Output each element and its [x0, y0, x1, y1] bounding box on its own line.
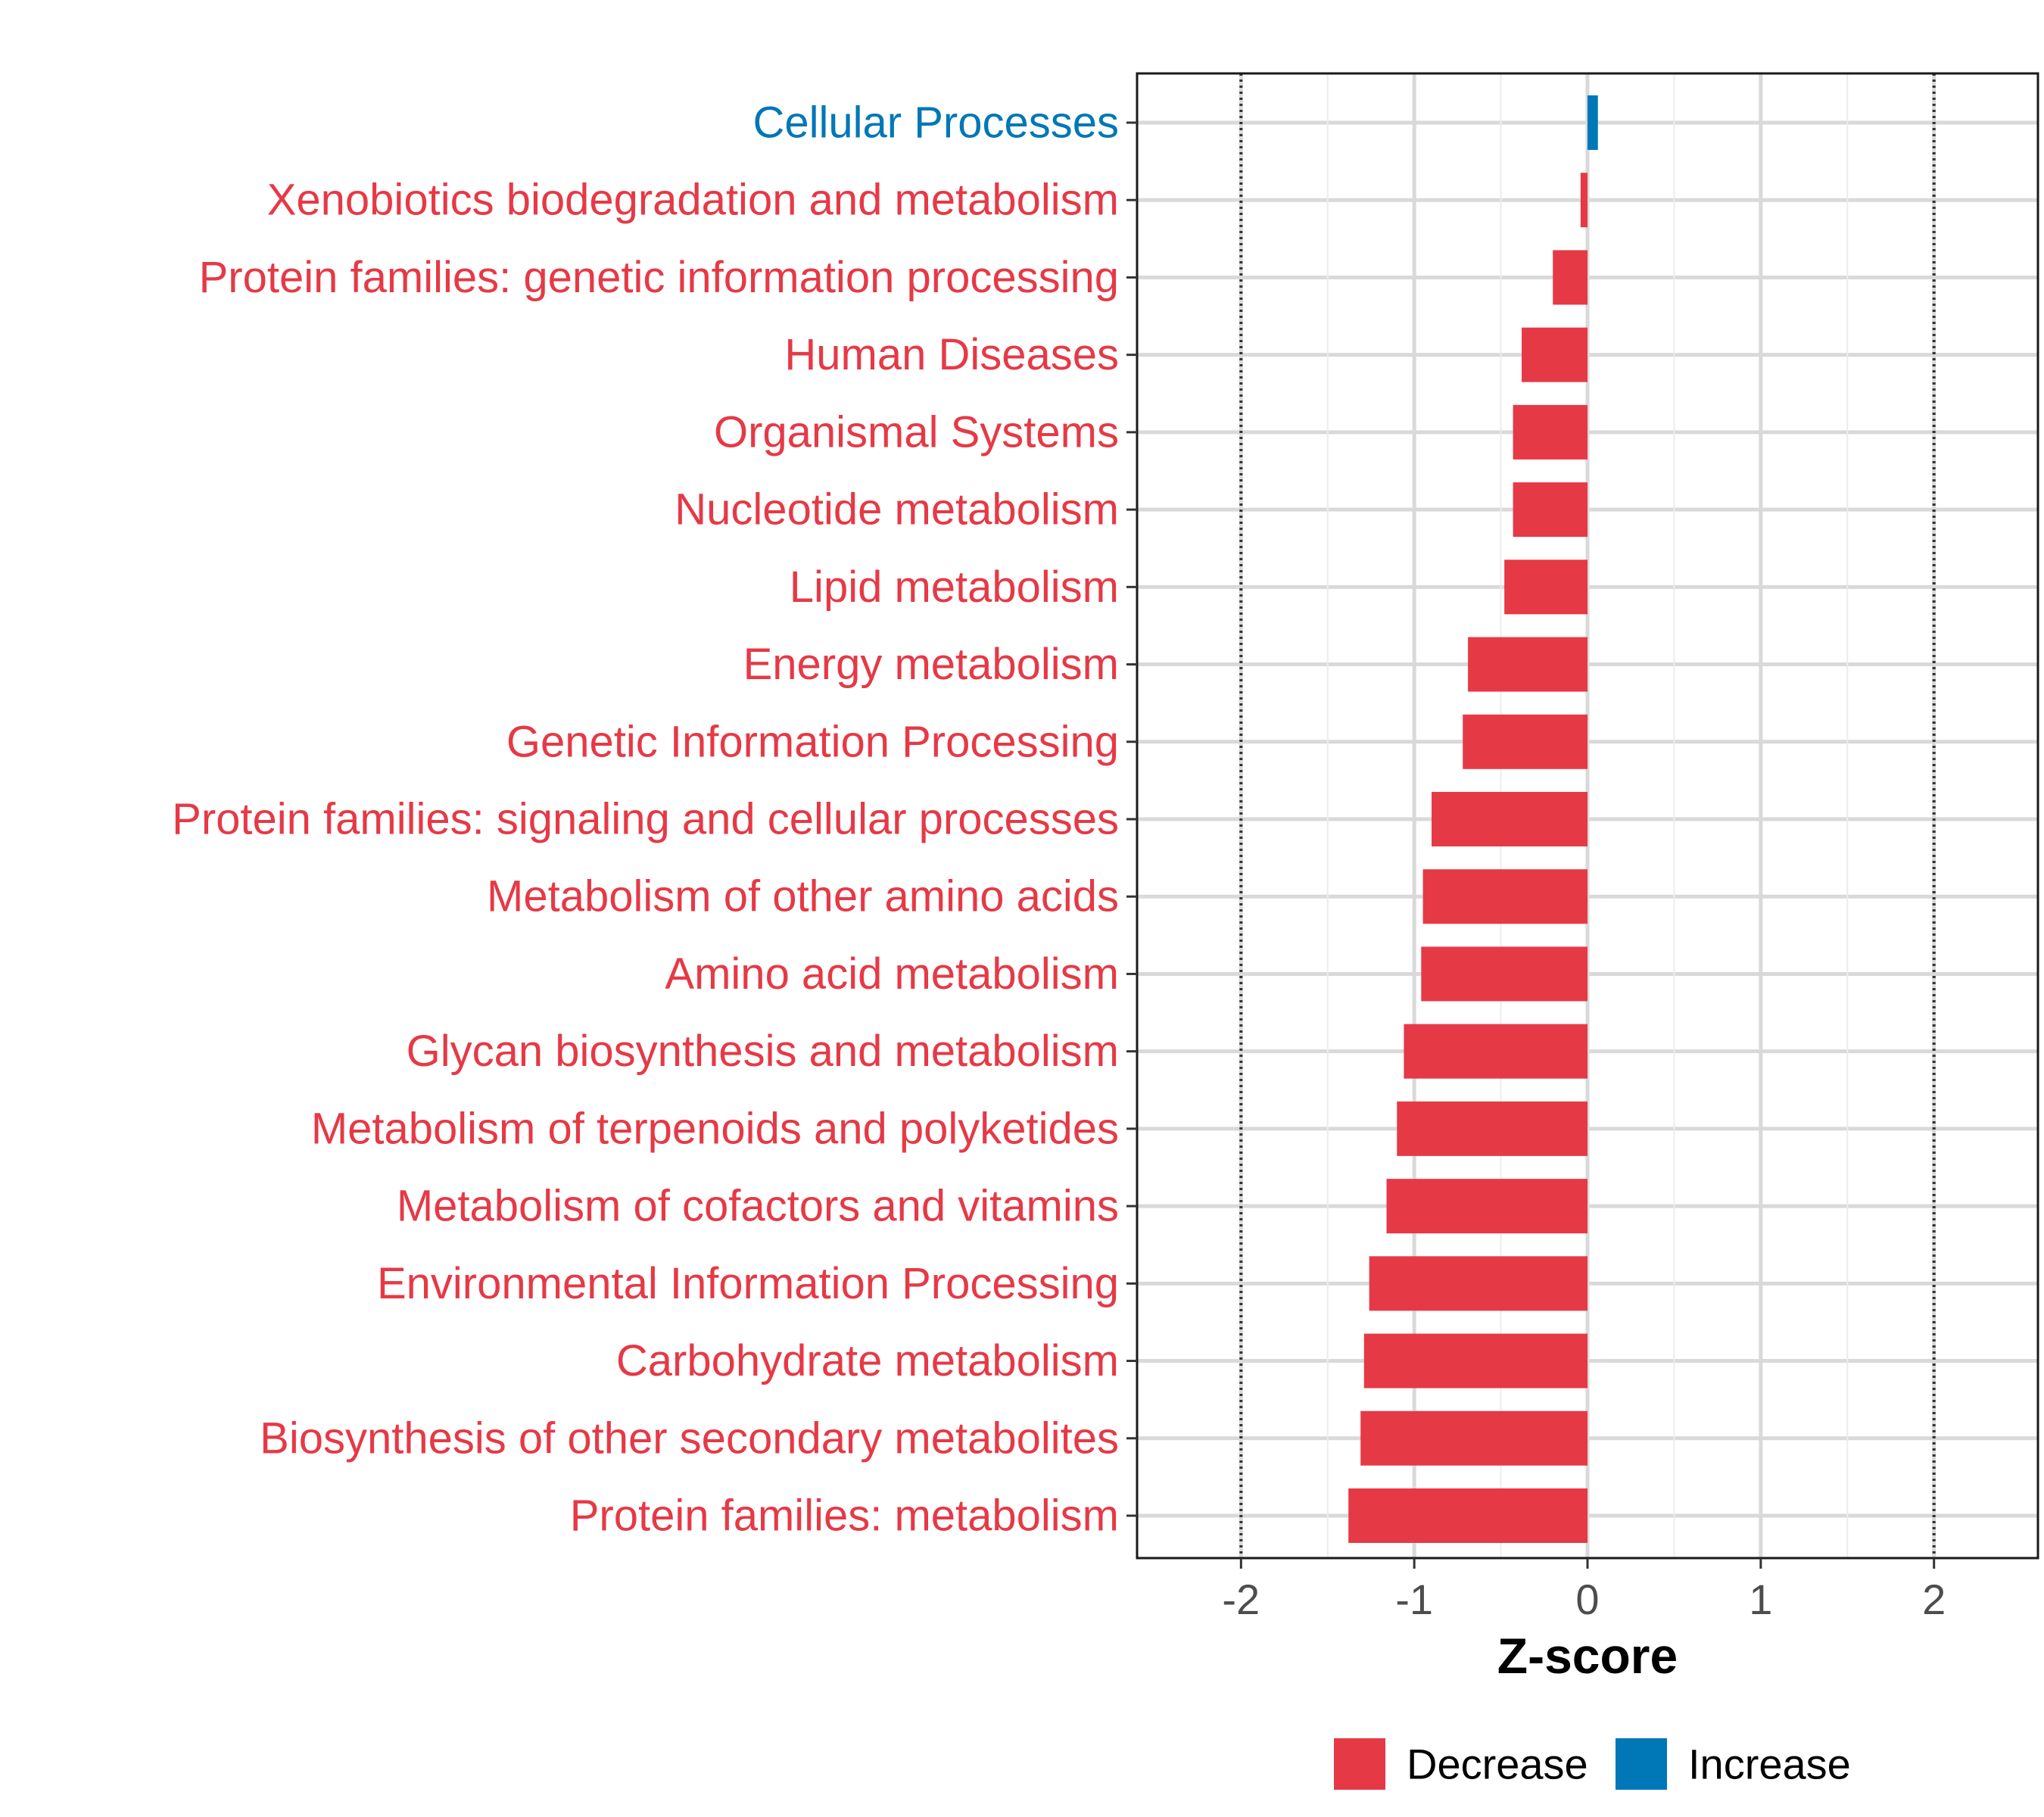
- bar: [1422, 869, 1588, 924]
- bar: [1397, 1101, 1588, 1156]
- y-axis-category-labels: Cellular Processes Xenobiotics biodegrada…: [172, 98, 1119, 1541]
- bars: [1348, 95, 1598, 1543]
- x-axis-ticks: [1239, 1558, 1936, 1569]
- bar: [1580, 173, 1588, 228]
- category-label: Metabolism of cofactors and vitamins: [397, 1182, 1119, 1231]
- category-label: Protein families: signaling and cellular…: [172, 795, 1119, 844]
- category-label: Protein families: genetic information pr…: [199, 253, 1119, 302]
- category-label: Lipid metabolism: [790, 563, 1119, 612]
- category-label: Genetic Information Processing: [506, 717, 1119, 766]
- x-tick-label: -2: [1222, 1575, 1260, 1623]
- bar: [1360, 1410, 1588, 1466]
- bar: [1468, 637, 1588, 692]
- x-axis-title: Z-score: [1497, 1628, 1678, 1684]
- bar: [1463, 714, 1588, 769]
- category-label: Environmental Information Processing: [377, 1259, 1119, 1308]
- bar: [1404, 1024, 1588, 1079]
- bar: [1522, 327, 1588, 382]
- category-label: Carbohydrate metabolism: [616, 1336, 1119, 1385]
- bar: [1553, 250, 1588, 305]
- category-label: Energy metabolism: [743, 640, 1119, 689]
- y-axis-ticks: [1126, 121, 1137, 1517]
- bar: [1588, 95, 1598, 150]
- bar: [1432, 792, 1588, 846]
- category-label: Biosynthesis of other secondary metaboli…: [260, 1413, 1119, 1463]
- bar: [1421, 946, 1588, 1002]
- x-tick-label: -1: [1395, 1575, 1433, 1623]
- x-tick-label: 2: [1922, 1575, 1946, 1623]
- x-tick-label: 0: [1575, 1575, 1599, 1623]
- legend: Decrease Increase: [1334, 1738, 1851, 1790]
- category-label: Amino acid metabolism: [665, 949, 1119, 999]
- category-label: Xenobiotics biodegradation and metabolis…: [267, 176, 1119, 225]
- legend-label: Increase: [1688, 1741, 1851, 1788]
- x-tick-label: 1: [1749, 1575, 1772, 1623]
- legend-label: Decrease: [1407, 1741, 1588, 1788]
- bar: [1348, 1488, 1588, 1543]
- legend-swatch: [1616, 1738, 1667, 1790]
- category-label: Organismal Systems: [714, 407, 1119, 457]
- x-axis-tick-labels: -2 -1 0 1 2: [1222, 1575, 1946, 1623]
- legend-swatch: [1334, 1738, 1385, 1790]
- category-label: Cellular Processes: [752, 98, 1119, 148]
- category-label: Protein families: metabolism: [570, 1491, 1119, 1541]
- bar: [1513, 482, 1588, 538]
- bar: [1363, 1333, 1588, 1388]
- reference-lines: [1239, 73, 1936, 1558]
- category-label: Glycan biosynthesis and metabolism: [407, 1027, 1119, 1076]
- category-label: Nucleotide metabolism: [675, 485, 1119, 535]
- category-label: Human Diseases: [784, 330, 1119, 379]
- bar: [1504, 559, 1588, 615]
- bar: [1386, 1179, 1588, 1234]
- bar: [1513, 404, 1588, 460]
- category-label: Metabolism of other amino acids: [487, 872, 1119, 921]
- bar: [1369, 1256, 1588, 1311]
- category-label: Metabolism of terpenoids and polyketides: [311, 1104, 1119, 1153]
